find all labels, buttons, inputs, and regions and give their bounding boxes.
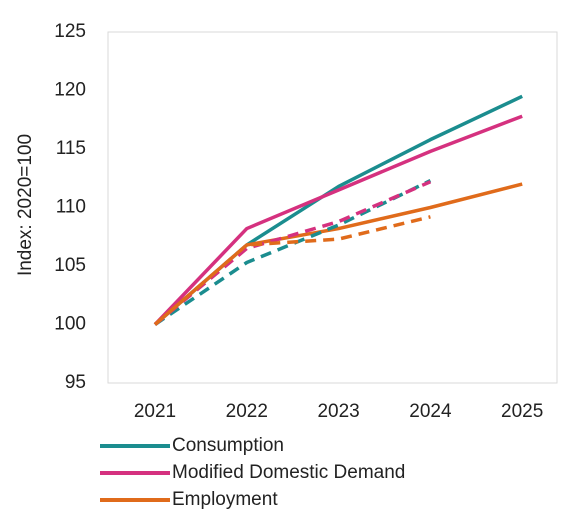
x-tick-label: 2023 — [317, 401, 359, 422]
series-line — [153, 182, 523, 326]
y-tick-label: 105 — [54, 255, 86, 276]
plot-area — [107, 31, 558, 384]
legend-label: Employment — [172, 489, 278, 510]
x-tick-label: 2021 — [134, 401, 176, 422]
y-tick-label: 120 — [54, 80, 86, 101]
y-axis-label: Index: 2020=100 — [15, 134, 36, 276]
x-tick-label: 2024 — [409, 401, 452, 422]
legend-label: Consumption — [172, 435, 284, 456]
y-tick-label: 95 — [65, 372, 86, 393]
legend-label: Modified Domestic Demand — [172, 462, 405, 483]
projection-line — [154, 179, 432, 326]
x-tick-label: 2022 — [226, 401, 268, 422]
y-tick-label: 100 — [54, 314, 86, 335]
series-line — [153, 114, 523, 326]
y-tick-label: 115 — [56, 138, 86, 159]
y-tick-label: 110 — [56, 197, 86, 218]
projection-line — [153, 180, 432, 326]
series-line — [153, 94, 523, 326]
x-tick-label: 2025 — [501, 401, 543, 422]
projection-line — [153, 215, 431, 326]
y-tick-label: 125 — [54, 21, 86, 42]
